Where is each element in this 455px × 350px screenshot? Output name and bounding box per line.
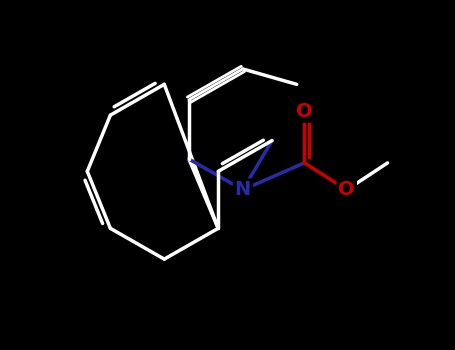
Text: N: N <box>235 180 251 199</box>
Text: O: O <box>296 102 313 121</box>
Text: O: O <box>339 180 355 199</box>
